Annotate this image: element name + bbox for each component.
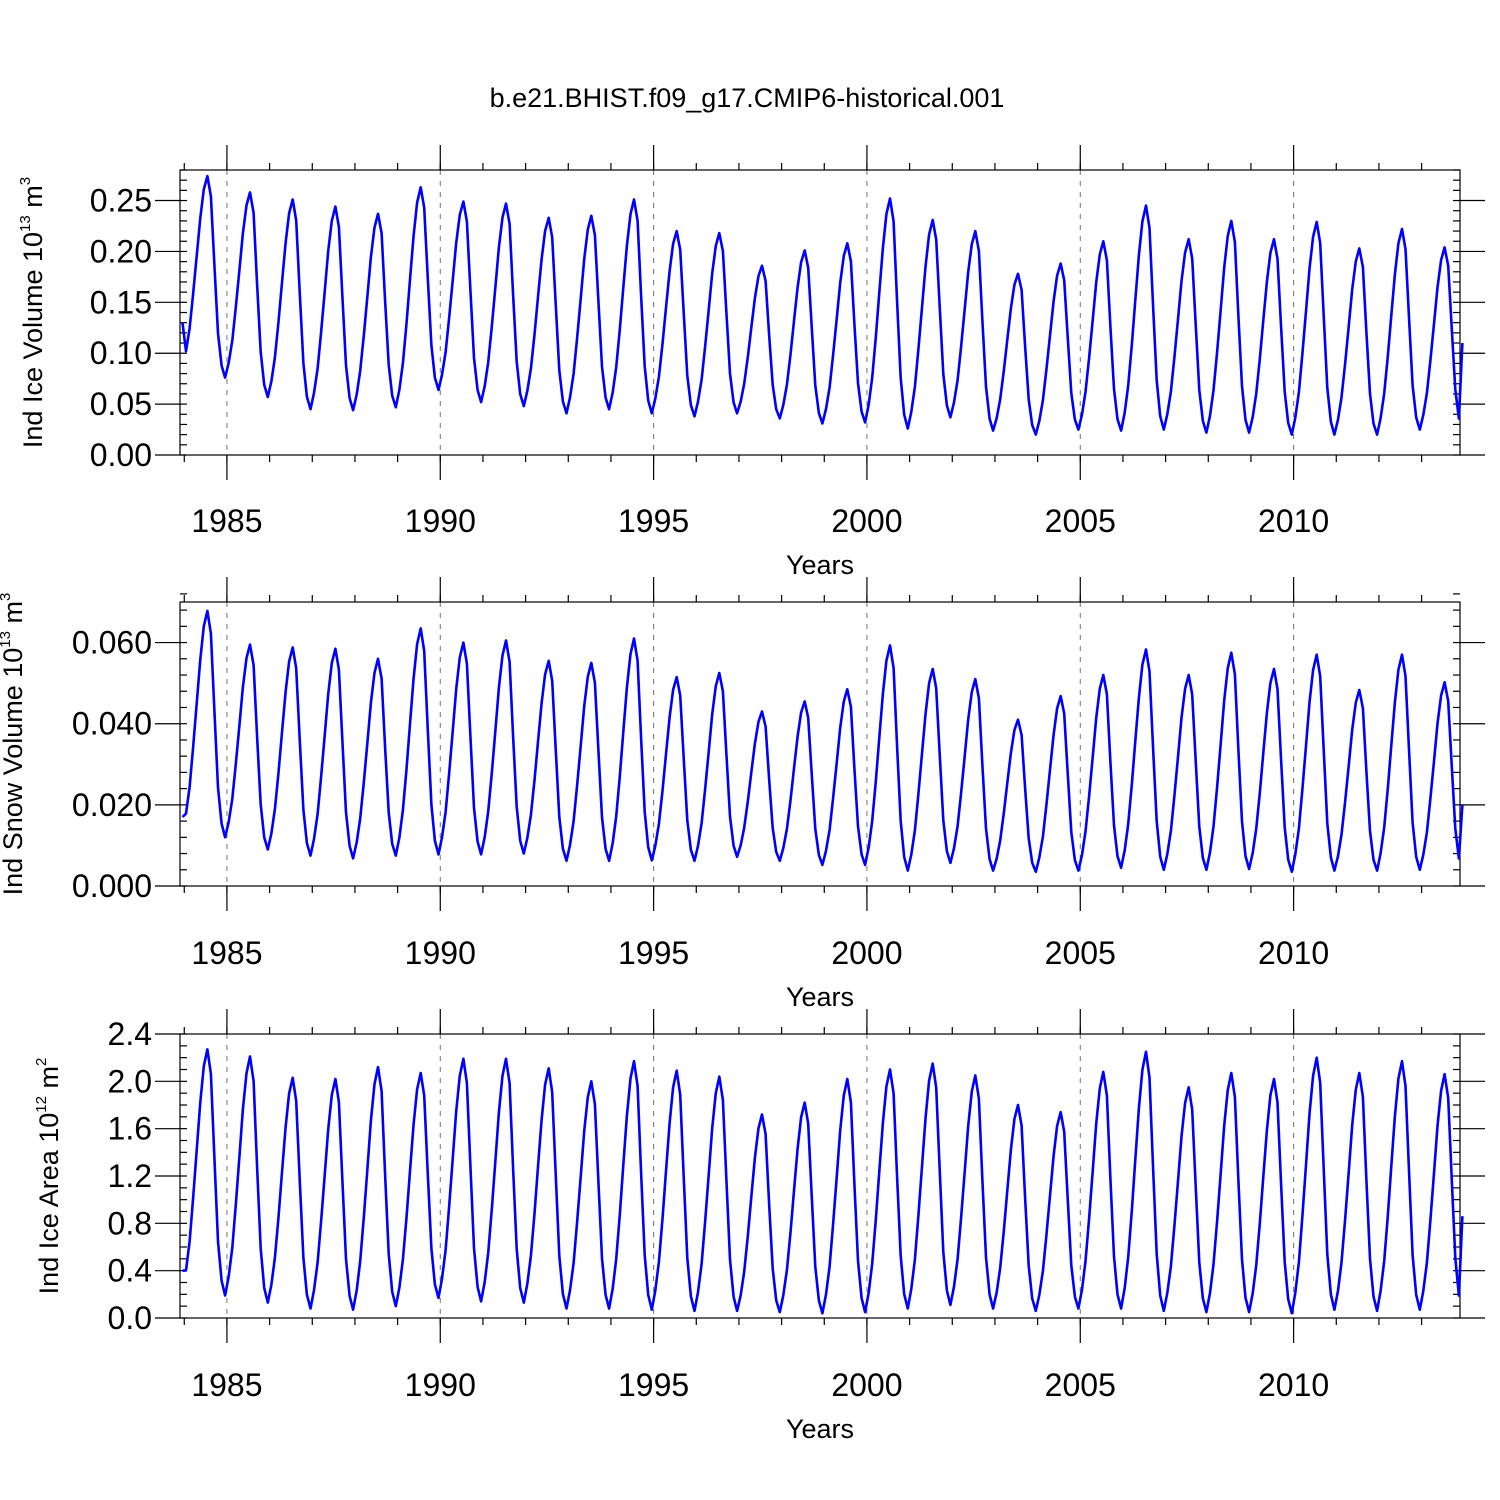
y-tick-label: 0.4: [108, 1253, 152, 1289]
y-tick-label: 0.25: [90, 183, 152, 219]
y-label-text: Ind Ice Volume 10: [18, 232, 48, 448]
y-label-text: Ind Snow Volume 10: [0, 648, 28, 896]
x-tick-label: 2005: [1045, 503, 1116, 539]
y-label-text: Ind Ice Area 10: [34, 1113, 64, 1295]
x-tick-label: 1985: [191, 935, 262, 971]
y-label-unit: m: [34, 1066, 64, 1096]
y-tick-label: 0.20: [90, 233, 152, 269]
x-tick-label: 2005: [1045, 935, 1116, 971]
panel-2: 0.000 0.020 0.040 0.060 1985 1990 1995 2000 2005…: [0, 577, 1485, 1012]
x-tick-label: 1985: [191, 1367, 262, 1403]
x-tick-label: 1995: [618, 503, 689, 539]
y-axis-label: Ind Ice Volume 1013 m3: [17, 177, 48, 448]
y-label-exponent: 13: [0, 631, 14, 648]
panel-1: 0.00 0.05 0.10 0.15 0.20 0.25 1985 1990 1995 2000…: [17, 145, 1485, 580]
x-axis-label: Years: [786, 550, 854, 580]
plot-frame: [179, 601, 1461, 887]
series-line-ind-ice-area: [182, 1048, 1464, 1315]
plot-frame: [179, 1033, 1461, 1319]
y-label-exponent: 12: [33, 1096, 50, 1113]
panels: 0.00 0.05 0.10 0.15 0.20 0.25 1985 1990 1995 2000…: [0, 145, 1485, 1444]
x-tick-label: 2000: [831, 935, 902, 971]
panel-3: 0.0 0.4 0.8 1.2 1.6 2.0 2.4 1985 1990 1995 2000 200…: [33, 1009, 1485, 1444]
y-tick-label: 0.000: [72, 868, 152, 904]
y-tick-label: 0.020: [72, 787, 152, 823]
x-tick-label: 1985: [191, 503, 262, 539]
x-tick-label: 2000: [831, 1367, 902, 1403]
y-tick-label: 0.0: [108, 1300, 152, 1336]
y-tick-label: 0.040: [72, 706, 152, 742]
x-tick-label: 2010: [1258, 1367, 1329, 1403]
plot-frame: [179, 169, 1461, 456]
y-label-unit-exponent: 2: [33, 1058, 50, 1066]
y-axis-label: Ind Snow Volume 1013 m3: [0, 593, 28, 896]
series-line-ind-ice-volume: [181, 174, 1464, 436]
y-label-unit-exponent: 3: [17, 177, 34, 185]
x-tick-label: 1990: [405, 1367, 476, 1403]
y-label-exponent: 13: [17, 215, 34, 232]
x-tick-label: 1990: [405, 503, 476, 539]
y-tick-label: 1.6: [108, 1111, 152, 1147]
x-tick-label: 2010: [1258, 503, 1329, 539]
y-tick-label: 2.0: [108, 1063, 152, 1099]
x-tick-label: 1995: [618, 935, 689, 971]
x-tick-label: 2010: [1258, 935, 1329, 971]
y-tick-label: 1.2: [108, 1158, 152, 1194]
y-tick-label: 0.8: [108, 1205, 152, 1241]
y-tick-label: 0.10: [90, 335, 152, 371]
y-tick-label: 0.060: [72, 625, 152, 661]
y-tick-label: 0.15: [90, 284, 152, 320]
y-axis-label: Ind Ice Area 1012 m2: [33, 1058, 64, 1295]
x-axis-label: Years: [786, 982, 854, 1012]
x-tick-label: 1990: [405, 935, 476, 971]
y-tick-label: 2.4: [108, 1016, 152, 1052]
x-axis-label: Years: [786, 1414, 854, 1444]
y-tick-label: 0.05: [90, 386, 152, 422]
x-tick-label: 2000: [831, 503, 902, 539]
series-line-ind-snow-volume: [181, 609, 1464, 874]
chart-title: b.e21.BHIST.f09_g17.CMIP6-historical.001: [490, 83, 1005, 113]
y-tick-label: 0.00: [90, 437, 152, 473]
y-label-unit-exponent: 3: [0, 593, 14, 601]
x-tick-label: 2005: [1045, 1367, 1116, 1403]
y-label-unit: m: [18, 185, 48, 215]
x-tick-label: 1995: [618, 1367, 689, 1403]
y-label-unit: m: [0, 601, 28, 631]
